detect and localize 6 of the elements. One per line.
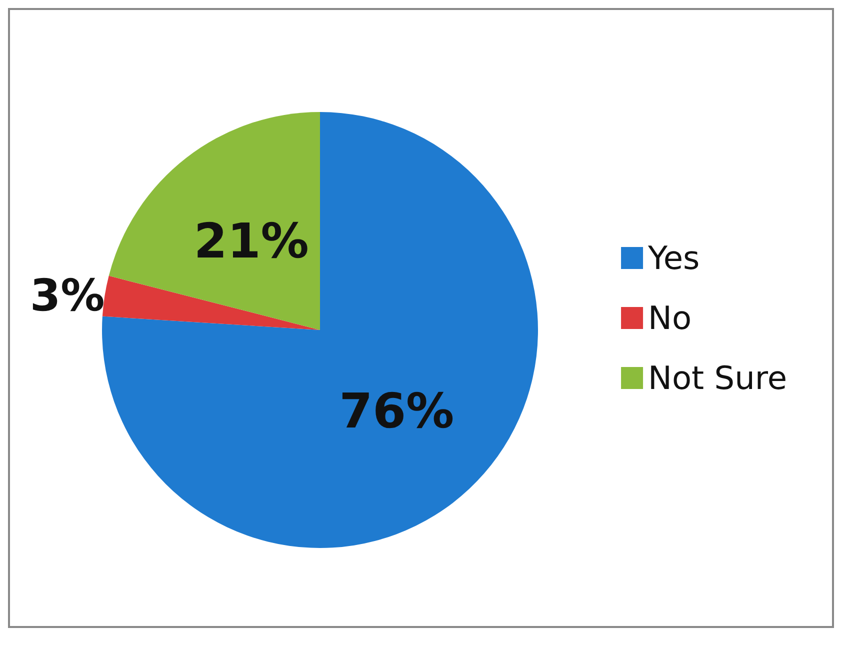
legend-label: Yes bbox=[647, 239, 700, 277]
legend-label: No bbox=[648, 299, 692, 337]
data-label: 21% bbox=[194, 214, 309, 270]
data-label: 76% bbox=[339, 384, 454, 440]
legend-label: Not Sure bbox=[648, 359, 787, 397]
data-label: 3% bbox=[30, 270, 105, 322]
